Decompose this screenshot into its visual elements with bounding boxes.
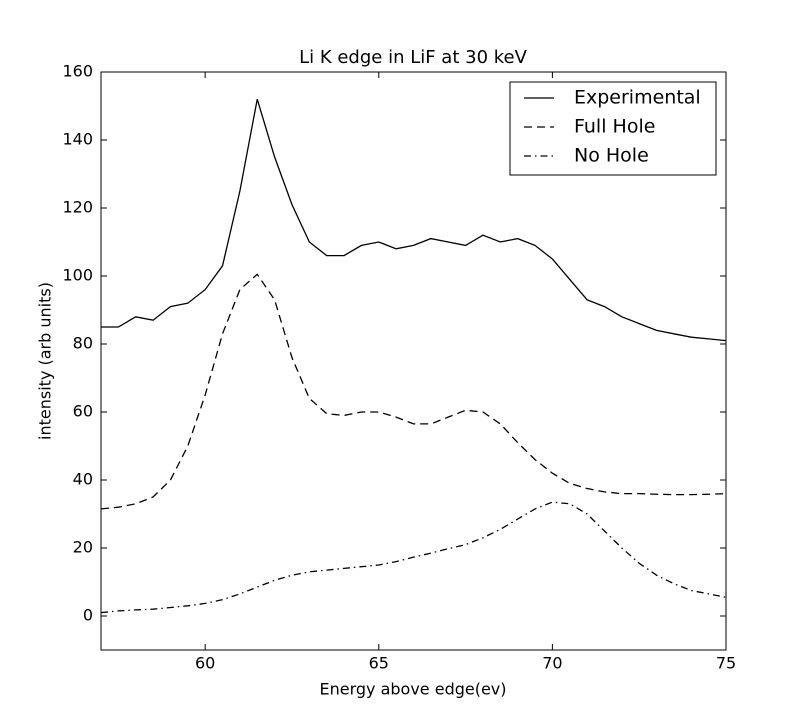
y-tick-label: 60 [73,402,93,421]
x-tick-label: 75 [716,654,736,673]
y-tick-label: 160 [62,62,93,81]
y-axis-label: intensity (arb units) [36,282,55,440]
y-tick-label: 100 [62,266,93,285]
y-tick-label: 0 [83,606,93,625]
y-tick-label: 40 [73,470,93,489]
x-tick-label: 65 [369,654,389,673]
legend-label: No Hole [574,145,649,167]
plot-frame [100,71,727,651]
y-tick-label: 140 [62,130,93,149]
series-line [100,501,727,614]
x-axis-label: Energy above edge(ev) [319,680,506,699]
series-line [101,99,727,342]
legend-label: Experimental [574,87,701,109]
chart-title: Li K edge in LiF at 30 keV [299,47,528,68]
x-tick-label: 60 [195,654,215,673]
legend-label: Full Hole [574,116,655,138]
y-tick-label: 120 [62,198,93,217]
y-tick-label: 80 [73,334,93,353]
series-line [100,273,727,510]
x-tick-label: 70 [542,654,562,673]
y-tick-label: 20 [73,538,93,557]
